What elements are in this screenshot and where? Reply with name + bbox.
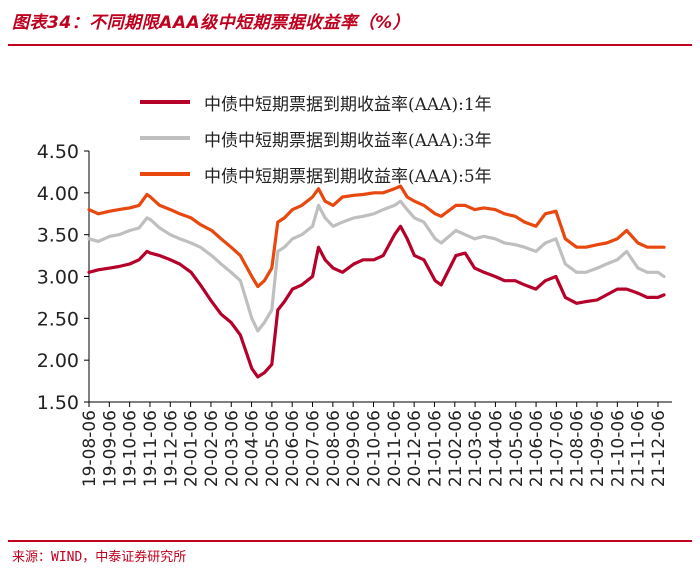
x-tick-label: 19-12-06 (161, 410, 181, 487)
x-tick-label: 20-07-06 (304, 410, 324, 487)
x-tick-label: 20-05-06 (263, 410, 283, 487)
legend-swatch-1y (140, 100, 190, 104)
y-tick-label: 1.50 (37, 392, 79, 414)
legend-label-5y: 中债中短期票据到期收益率(AAA):5年 (204, 166, 492, 187)
series-line-1y (87, 224, 666, 379)
legend-swatch-5y (140, 172, 190, 176)
x-tick-label: 21-09-06 (588, 410, 608, 487)
title-divider (8, 44, 692, 46)
legend-label-1y: 中债中短期票据到期收益率(AAA):1年 (204, 94, 492, 115)
y-tick-label: 4.00 (37, 183, 79, 205)
source-note: 来源：WIND，中泰证券研究所 (12, 550, 187, 565)
legend-label-3y: 中债中短期票据到期收益率(AAA):3年 (204, 130, 492, 151)
x-tick-label: 20-11-06 (385, 410, 405, 487)
x-tick-label: 21-08-06 (568, 410, 588, 487)
x-tick-label: 19-11-06 (141, 410, 161, 487)
x-tick-label: 21-02-06 (446, 410, 466, 487)
legend-item-5y: 中债中短期票据到期收益率(AAA):5年 (140, 156, 492, 192)
chart-legend: 中债中短期票据到期收益率(AAA):1年 中债中短期票据到期收益率(AAA):3… (140, 84, 492, 192)
series-line-5y (87, 184, 666, 289)
x-tick-label: 21-01-06 (425, 410, 445, 487)
legend-item-1y: 中债中短期票据到期收益率(AAA):1年 (140, 84, 492, 120)
figure-title: 图表34：不同期限AAA级中短期票据收益率（%） (12, 13, 411, 33)
x-tick-label: 20-09-06 (344, 410, 364, 487)
y-tick-label: 3.00 (37, 267, 79, 289)
y-tick-label: 4.50 (37, 141, 79, 163)
y-tick-label: 2.00 (37, 350, 79, 372)
x-tick-label: 21-06-06 (527, 410, 547, 487)
x-tick-label: 21-07-06 (547, 410, 567, 487)
x-tick-label: 20-12-06 (405, 410, 425, 487)
x-tick-label: 19-10-06 (121, 410, 141, 487)
x-tick-label: 21-03-06 (466, 410, 486, 487)
x-tick-label: 19-09-06 (100, 410, 120, 487)
legend-item-3y: 中债中短期票据到期收益率(AAA):3年 (140, 120, 492, 156)
x-tick-label: 20-06-06 (283, 410, 303, 487)
x-tick-label: 20-10-06 (365, 410, 385, 487)
x-tick-label: 20-04-06 (243, 410, 263, 487)
x-tick-label: 20-08-06 (324, 410, 344, 487)
x-tick-label: 20-03-06 (222, 410, 242, 487)
y-tick-label: 2.50 (37, 308, 79, 330)
x-tick-label: 21-05-06 (507, 410, 527, 487)
legend-swatch-3y (140, 136, 190, 140)
x-tick-label: 19-08-06 (80, 410, 100, 487)
x-tick-label: 21-12-06 (649, 410, 669, 487)
x-tick-label: 21-10-06 (608, 410, 628, 487)
source-divider (8, 540, 692, 542)
x-tick-label: 20-02-06 (202, 410, 222, 487)
x-tick-label: 21-11-06 (629, 410, 649, 487)
x-tick-label: 21-04-06 (486, 410, 506, 487)
y-tick-label: 3.50 (37, 225, 79, 247)
series-line-3y (87, 199, 666, 333)
x-tick-label: 20-01-06 (182, 410, 202, 487)
